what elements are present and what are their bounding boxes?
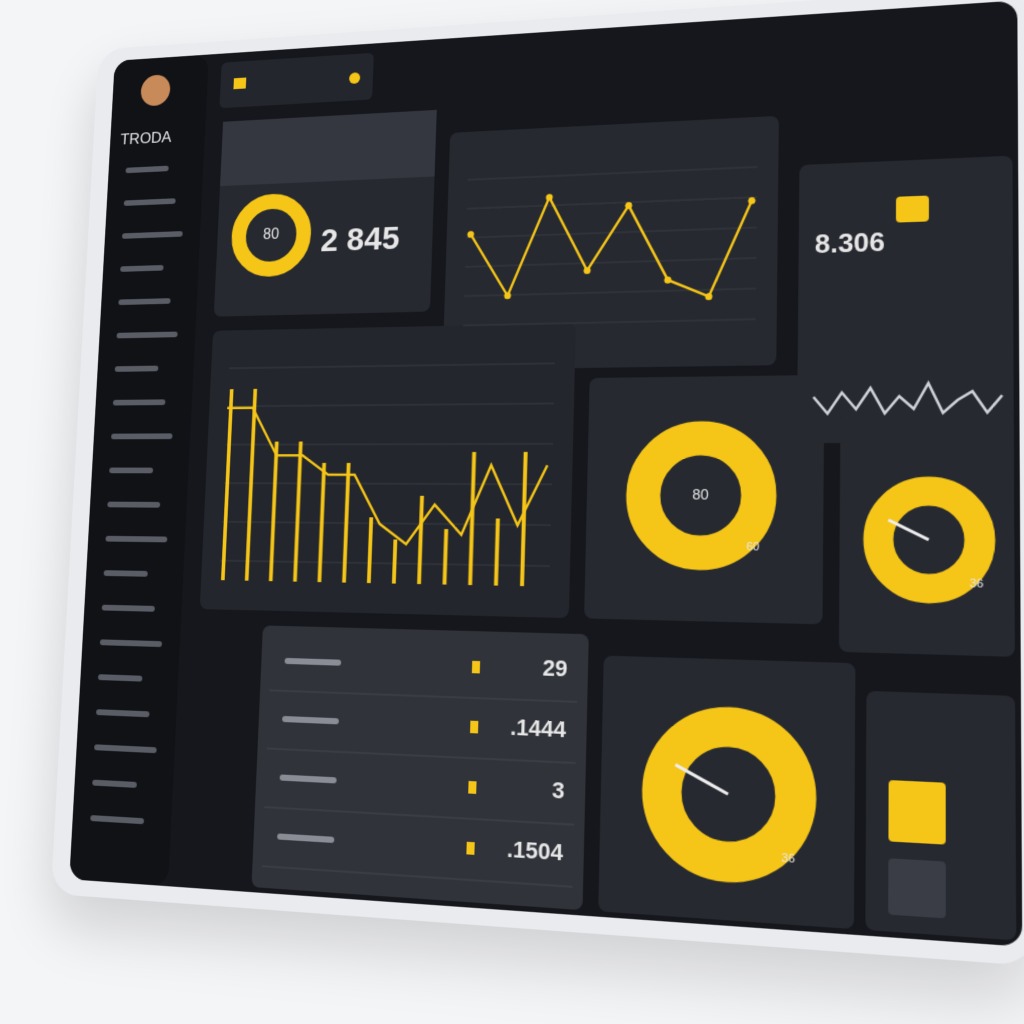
row-marker [468, 781, 476, 794]
row-value: .1444 [510, 715, 567, 743]
list-panel [251, 625, 588, 910]
gauge-corner: 60 [746, 542, 760, 555]
row-value: 29 [542, 655, 568, 681]
row-value: .1504 [506, 836, 564, 866]
gauge-center: 80 [692, 486, 709, 503]
row-marker [466, 842, 474, 855]
step-panel [200, 323, 576, 618]
gauge-corner: 36 [781, 852, 795, 866]
nav-item [104, 570, 148, 577]
screen: TRODA 80 2 845 8.306 80 60 36 36 29 .1444 3 .15… [69, 0, 1022, 946]
nav-item [113, 399, 166, 405]
donut-label: 80 [263, 226, 280, 244]
nav-item [107, 502, 160, 508]
brand: TRODA [120, 130, 172, 149]
row-marker [470, 721, 478, 734]
gauge-corner: 36 [970, 578, 984, 591]
button[interactable] [888, 780, 945, 845]
row-marker [472, 661, 480, 674]
nav-item [115, 366, 159, 372]
icon [233, 77, 246, 89]
button[interactable] [896, 196, 929, 223]
stat-value: 8.306 [815, 228, 885, 260]
nav-item [111, 433, 173, 439]
monitor: TRODA 80 2 845 8.306 80 60 36 36 29 .1444 3 .15… [51, 0, 1024, 966]
button[interactable] [888, 858, 946, 918]
nav-item [105, 536, 167, 543]
panel-header [220, 110, 437, 186]
kpi-value: 2 845 [320, 219, 400, 258]
row-value: 3 [552, 777, 565, 804]
page: TRODA 80 2 845 8.306 80 60 36 36 29 .1444 3 .15… [0, 0, 1024, 1024]
nav-item [109, 468, 153, 474]
